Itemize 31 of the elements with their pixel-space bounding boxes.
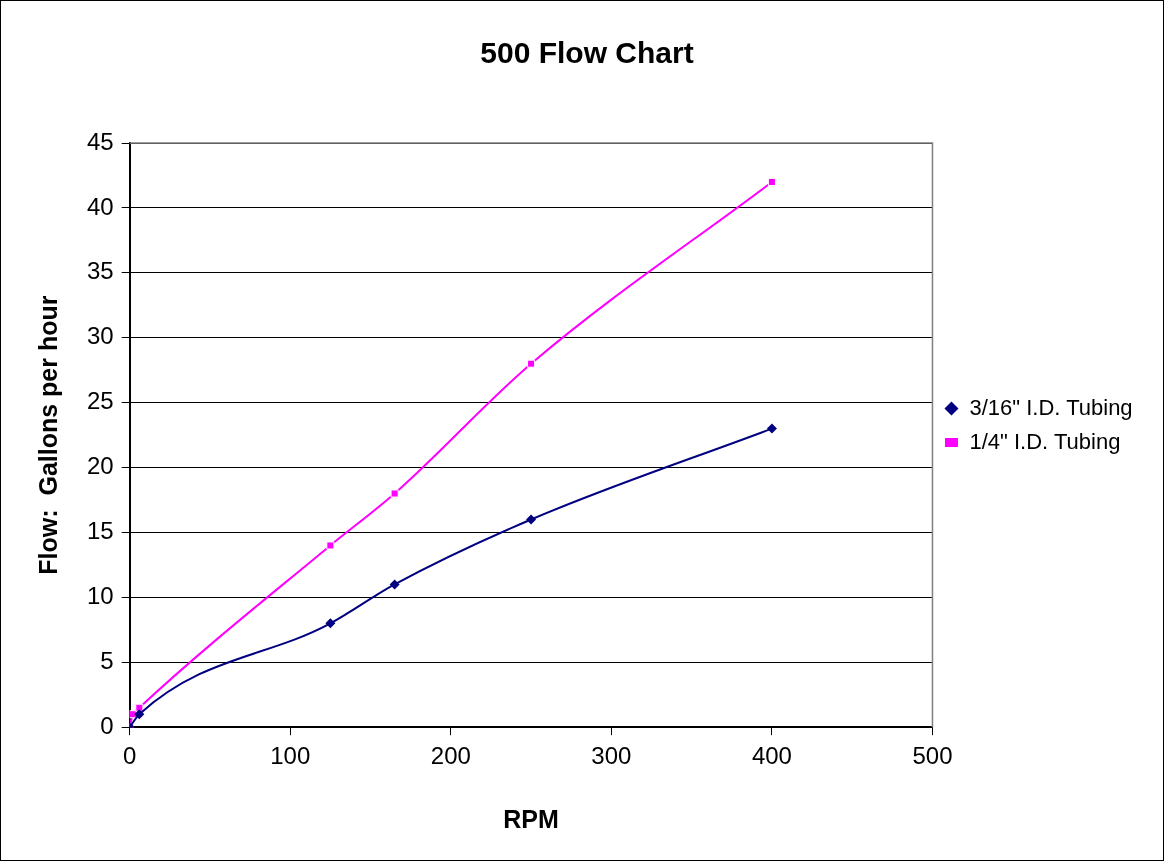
x-axis-title: RPM bbox=[503, 804, 559, 833]
point bbox=[767, 177, 776, 186]
x-tick-label: 100 bbox=[270, 742, 311, 770]
point bbox=[325, 618, 336, 629]
chart-title: 500 Flow Chart bbox=[480, 36, 694, 70]
y-tick-label: 5 bbox=[100, 646, 114, 674]
y-tick-label: 20 bbox=[86, 452, 114, 480]
point bbox=[326, 541, 335, 550]
y-tick-label: 35 bbox=[86, 257, 114, 285]
point bbox=[135, 703, 144, 712]
y-tick-label: 45 bbox=[86, 127, 114, 155]
legend-label: 3/16" I.D. Tubing bbox=[969, 394, 1133, 420]
y-tick-label: 25 bbox=[86, 387, 114, 415]
x-tick-label: 300 bbox=[591, 742, 632, 770]
y-axis-title: Flow: Gallons per hour bbox=[33, 295, 62, 575]
x-tick-label: 0 bbox=[123, 742, 137, 770]
point bbox=[526, 514, 537, 525]
x-tick-label: 500 bbox=[912, 742, 953, 770]
point bbox=[389, 579, 400, 590]
y-tick-label: 30 bbox=[86, 322, 114, 350]
x-tick-label: 400 bbox=[751, 742, 792, 770]
point bbox=[766, 423, 777, 434]
point bbox=[390, 489, 399, 498]
y-tick-label: 0 bbox=[100, 711, 114, 739]
y-tick-label: 40 bbox=[86, 192, 114, 220]
legend-label: 1/4" I.D. Tubing bbox=[969, 428, 1121, 454]
point bbox=[527, 359, 536, 368]
y-tick-label: 10 bbox=[86, 582, 114, 609]
x-tick-label: 200 bbox=[430, 742, 471, 770]
point bbox=[134, 709, 145, 720]
y-tick-label: 15 bbox=[86, 517, 114, 545]
